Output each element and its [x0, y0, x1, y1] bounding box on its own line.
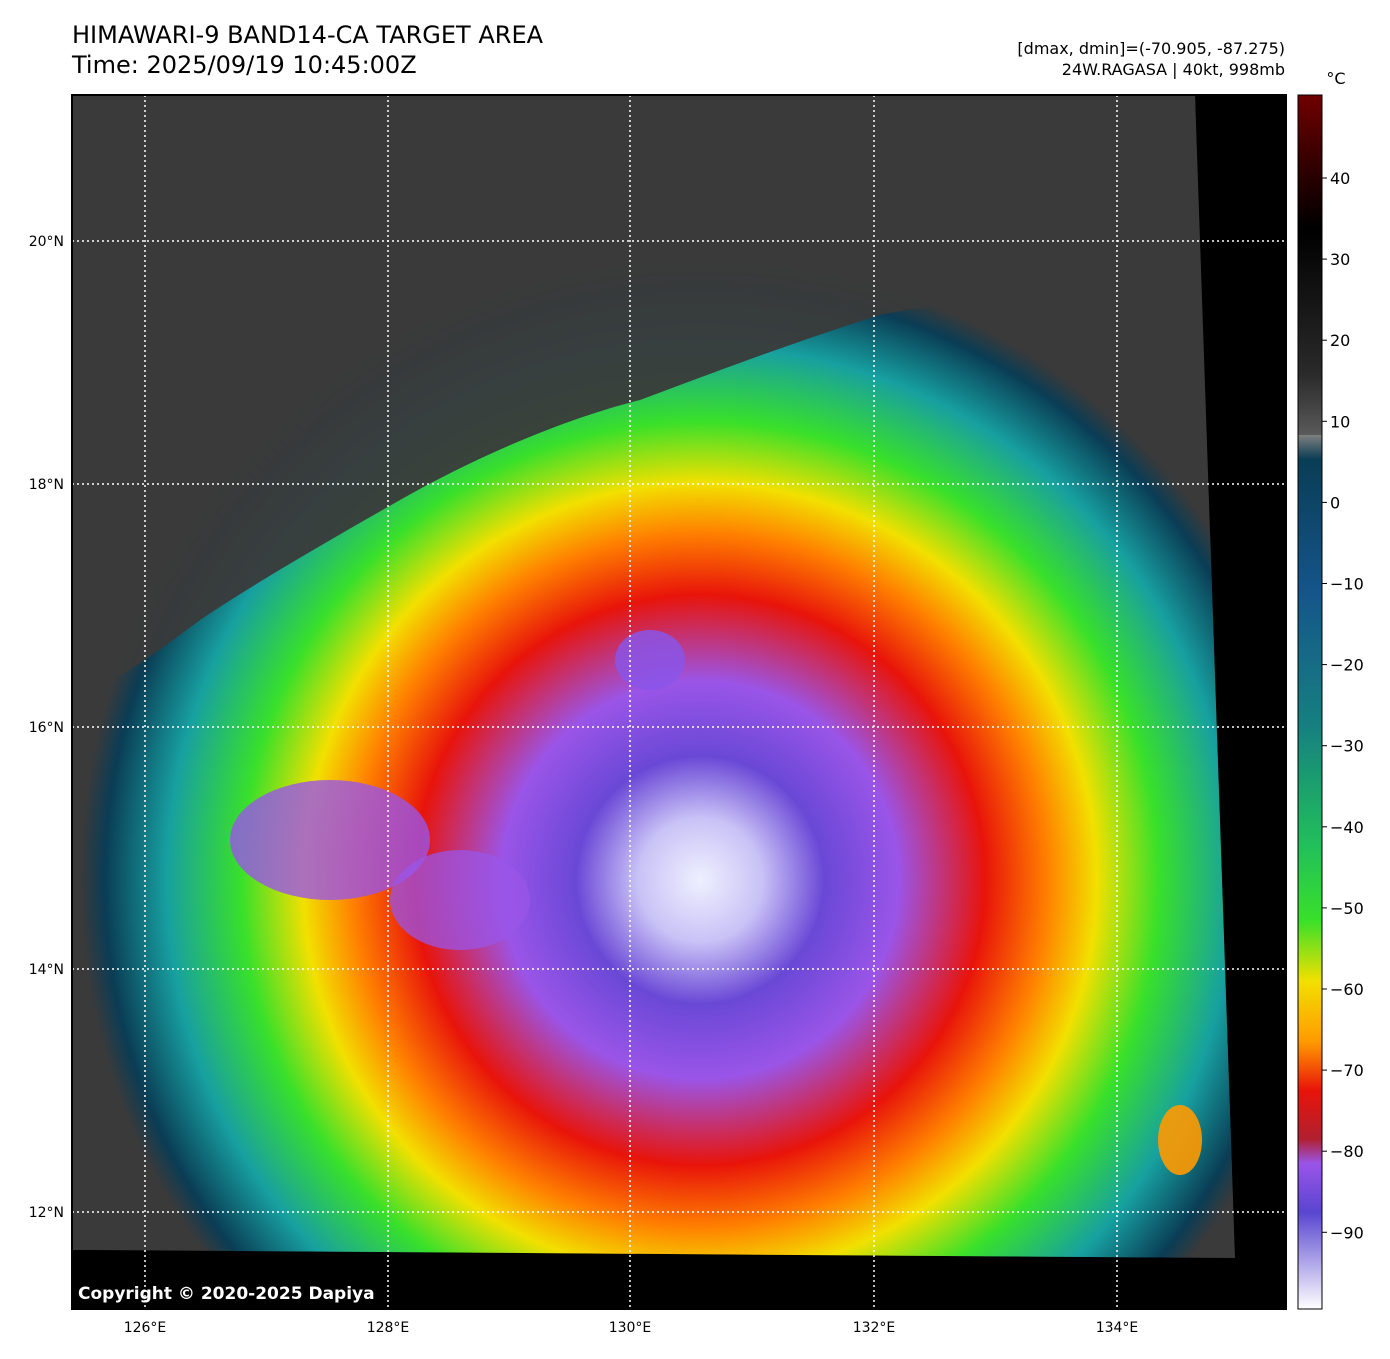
colorbar-tick-label: −20 [1330, 656, 1364, 675]
colorbar-tick-label: −40 [1330, 818, 1364, 837]
colorbar-tick-label: 30 [1330, 250, 1350, 269]
map-frame [71, 94, 1287, 1310]
copyright-notice: Copyright © 2020-2025 Dapiya [78, 1284, 375, 1304]
lon-label-130e: 130°E [609, 1320, 652, 1336]
lat-label-20n: 20°N [29, 234, 64, 250]
colorbar-tick-label: 10 [1330, 412, 1350, 431]
colorbar-tick-label: 40 [1330, 169, 1350, 188]
data-range: [dmax, dmin]=(-70.905, -87.275) [1017, 39, 1285, 58]
graticule [72, 95, 1286, 1309]
observation-time: Time: 2025/09/19 10:45:00Z [72, 51, 417, 79]
colorbar-tick-label: −90 [1330, 1223, 1364, 1242]
colorbar: °C 40 30 20 10 0 −10 −20 −30 −40 −50 −60 −70 −80 −90 [1297, 69, 1364, 1310]
colorbar-tick-label: −70 [1330, 1061, 1364, 1080]
lat-label-18n: 18°N [29, 477, 64, 493]
satellite-imagery [72, 95, 1286, 1309]
lon-label-132e: 132°E [853, 1320, 896, 1336]
colorbar-unit: °C [1326, 69, 1345, 88]
colorbar-tick-label: 0 [1330, 493, 1340, 512]
colorbar-gradient [1297, 94, 1323, 1310]
colorbar-tick-label: −60 [1330, 980, 1364, 999]
colorbar-tick-label: 20 [1330, 331, 1350, 350]
title-block: HIMAWARI-9 BAND14-CA TARGET AREA Time: 2… [72, 20, 543, 80]
colorbar-ticks: 40 30 20 10 0 −10 −20 −30 −40 −50 −60 −70 −80 −90 [1322, 169, 1364, 1242]
lat-label-12n: 12°N [29, 1205, 64, 1221]
latitude-labels: 20°N 18°N 16°N 14°N 12°N [29, 234, 64, 1221]
colorbar-tick-label: −80 [1330, 1142, 1364, 1161]
lat-label-16n: 16°N [29, 720, 64, 736]
storm-name-intensity: 24W.RAGASA | 40kt, 998mb [1061, 60, 1285, 79]
colorbar-tick-label: −50 [1330, 899, 1364, 918]
colorbar-tick-label: −30 [1330, 737, 1364, 756]
product-title: HIMAWARI-9 BAND14-CA TARGET AREA [72, 21, 544, 49]
lat-label-14n: 14°N [29, 962, 64, 978]
lon-label-128e: 128°E [367, 1320, 410, 1336]
storm-info: [dmax, dmin]=(-70.905, -87.275) 24W.RAGA… [1017, 38, 1285, 80]
lon-label-126e: 126°E [124, 1320, 167, 1336]
colorbar-tick-label: −10 [1330, 575, 1364, 594]
lon-label-134e: 134°E [1096, 1320, 1139, 1336]
longitude-labels: 126°E 128°E 130°E 132°E 134°E [124, 1320, 1139, 1336]
